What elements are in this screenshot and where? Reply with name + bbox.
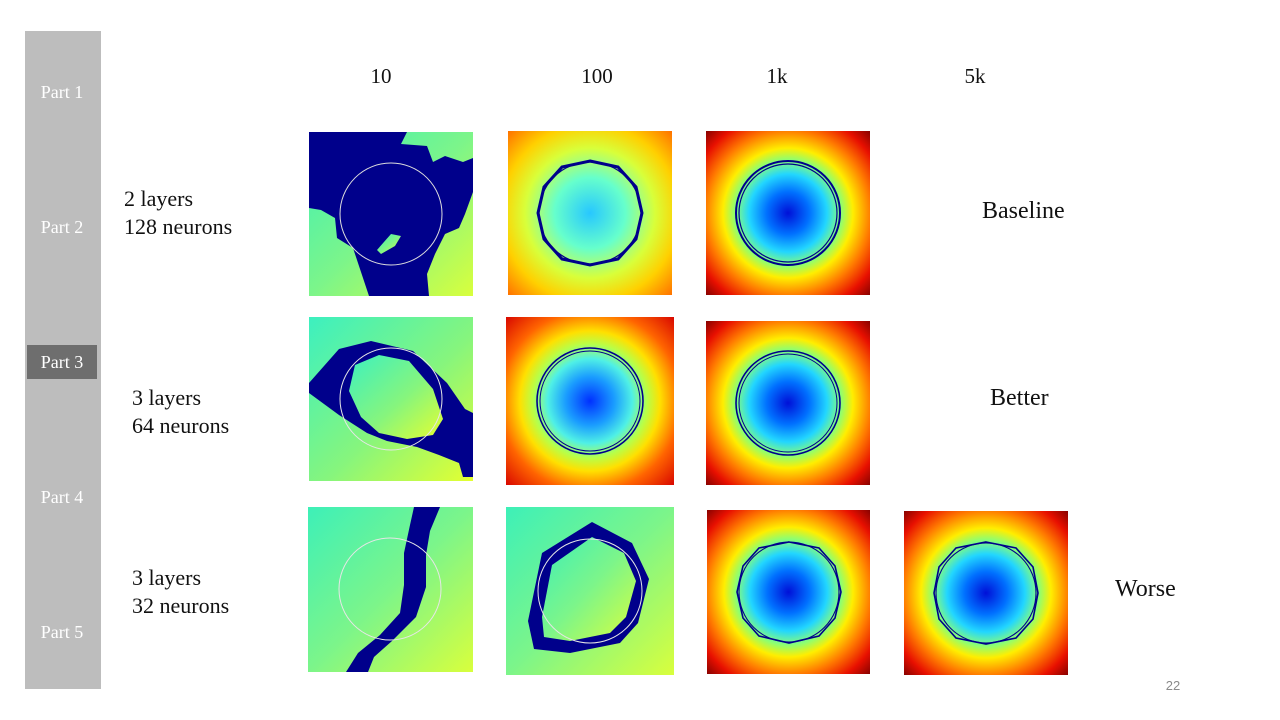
plot-row3-10 bbox=[308, 507, 473, 672]
section-sidebar: Part 1 Part 2 Part 3 Part 4 Part 5 bbox=[25, 31, 101, 689]
sidebar-item-part-1[interactable]: Part 1 bbox=[40, 81, 84, 102]
sidebar-item-part-2[interactable]: Part 2 bbox=[40, 216, 84, 237]
column-header-10: 10 bbox=[370, 64, 392, 88]
row-label-2: 3 layers 64 neurons bbox=[132, 384, 229, 440]
plot-row2-100 bbox=[506, 317, 674, 485]
plot-row1-100 bbox=[508, 131, 672, 295]
column-header-5k: 5k bbox=[964, 64, 986, 88]
page-number: 22 bbox=[1165, 678, 1181, 693]
plot-row2-10 bbox=[309, 317, 473, 481]
sidebar-item-part-3[interactable]: Part 3 bbox=[27, 345, 97, 379]
verdict-baseline: Baseline bbox=[982, 198, 1065, 224]
row-label-1: 2 layers 128 neurons bbox=[124, 185, 232, 241]
plot-row1-1k bbox=[706, 131, 870, 295]
plot-row3-100 bbox=[506, 507, 674, 675]
row-label-neurons: 128 neurons bbox=[124, 214, 233, 239]
row-label-layers: 2 layers bbox=[124, 186, 194, 211]
column-header-1k: 1k bbox=[766, 64, 788, 88]
sidebar-item-part-4[interactable]: Part 4 bbox=[40, 486, 84, 507]
plot-row2-1k bbox=[706, 321, 870, 485]
verdict-worse: Worse bbox=[1115, 576, 1176, 602]
plot-row1-10 bbox=[309, 132, 473, 296]
verdict-better: Better bbox=[990, 385, 1049, 411]
sidebar-item-part-5[interactable]: Part 5 bbox=[40, 621, 84, 642]
row-label-neurons: 32 neurons bbox=[132, 593, 230, 618]
column-header-100: 100 bbox=[581, 64, 613, 88]
row-label-layers: 3 layers bbox=[132, 565, 202, 590]
plot-row3-5k bbox=[904, 511, 1068, 675]
row-label-layers: 3 layers bbox=[132, 385, 202, 410]
plot-row3-1k bbox=[707, 510, 870, 674]
row-label-neurons: 64 neurons bbox=[132, 413, 230, 438]
row-label-3: 3 layers 32 neurons bbox=[132, 564, 229, 620]
